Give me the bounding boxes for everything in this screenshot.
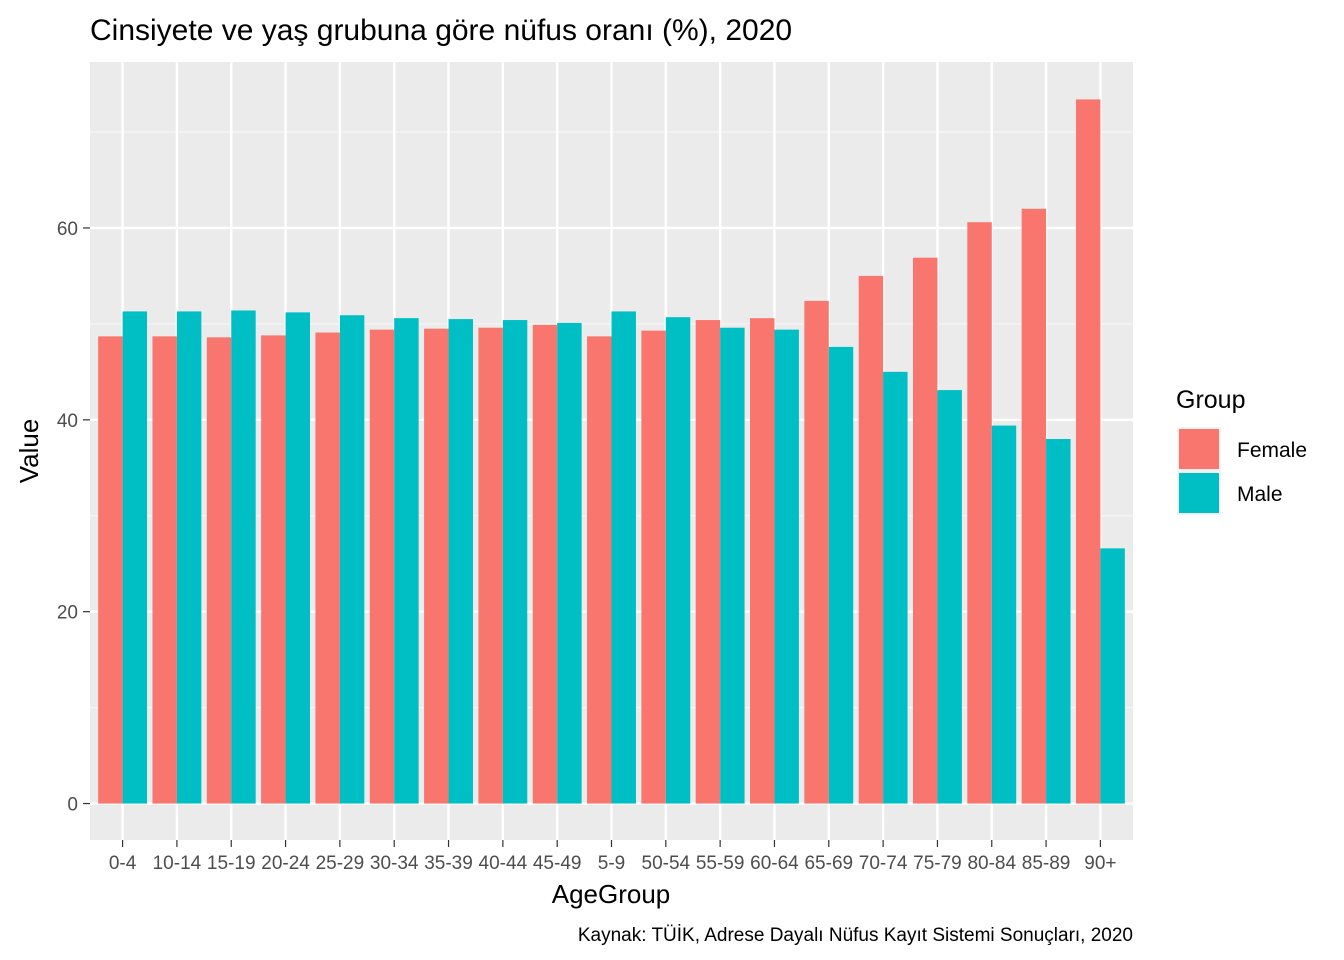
bar-female-90+ (1075, 99, 1101, 804)
y-axis-ticks: 0 20 40 60 (57, 219, 90, 816)
bar-male-45-49 (557, 322, 582, 804)
y-tick-label: 20 (57, 603, 78, 624)
bar-female-70-74 (858, 275, 884, 804)
x-tick-label: 40-44 (479, 853, 528, 874)
legend-label-female: Female (1237, 439, 1307, 462)
bar-female-80-84 (967, 222, 992, 804)
bar-female-5-9 (587, 336, 612, 804)
source-caption: Kaynak: TÜİK, Adrese Dayalı Nüfus Kayıt … (578, 925, 1133, 946)
x-tick-label: 65-69 (804, 853, 853, 874)
x-tick-label: 55-59 (696, 853, 745, 874)
bar-female-15-19 (206, 337, 232, 804)
bar-male-70-74 (883, 371, 908, 804)
bar-female-40-44 (478, 327, 503, 804)
legend: Group Female Male (1176, 386, 1307, 515)
bar-female-50-54 (641, 330, 666, 804)
bar-male-20-24 (285, 312, 311, 804)
bar-female-10-14 (152, 336, 177, 804)
bar-male-5-9 (611, 311, 636, 804)
bar-male-25-29 (339, 315, 365, 804)
bar-male-80-84 (991, 425, 1017, 804)
legend-swatch-female (1179, 429, 1219, 469)
bar-male-90+ (1100, 548, 1125, 804)
x-tick-label: 20-24 (261, 853, 310, 874)
bar-male-55-59 (720, 327, 745, 804)
bar-male-65-69 (828, 346, 854, 804)
x-tick-label: 80-84 (967, 853, 1016, 874)
x-tick-label: 30-34 (370, 853, 419, 874)
legend-title: Group (1176, 386, 1245, 414)
legend-label-male: Male (1237, 483, 1283, 506)
x-tick-label: 75-79 (913, 853, 962, 874)
bar-female-45-49 (532, 324, 558, 804)
y-tick-label: 40 (57, 411, 78, 432)
bar-female-25-29 (315, 332, 340, 804)
bar-male-40-44 (502, 320, 528, 804)
y-axis-title: Value (14, 419, 44, 484)
x-tick-label: 85-89 (1022, 853, 1071, 874)
bar-female-55-59 (695, 320, 721, 804)
bar-male-85-89 (1046, 439, 1071, 804)
bar-female-30-34 (369, 329, 395, 804)
bar-female-0-4 (98, 336, 123, 804)
x-tick-label: 50-54 (642, 853, 691, 874)
y-tick-label: 0 (67, 795, 78, 816)
bars-group (98, 99, 1125, 804)
x-tick-label: 60-64 (750, 853, 799, 874)
legend-items: Female Male (1177, 427, 1307, 515)
x-tick-label: 70-74 (859, 853, 908, 874)
x-tick-label: 45-49 (533, 853, 582, 874)
bar-female-75-79 (912, 257, 938, 804)
x-tick-label: 0-4 (109, 853, 137, 874)
x-tick-label: 5-9 (598, 853, 625, 874)
bar-male-50-54 (665, 317, 691, 804)
bar-male-35-39 (448, 319, 473, 804)
bar-female-85-89 (1021, 208, 1047, 804)
bar-female-20-24 (261, 335, 286, 804)
chart-title: Cinsiyete ve yaş grubuna göre nüfus oran… (90, 14, 792, 47)
bar-male-0-4 (122, 311, 148, 804)
x-tick-label: 25-29 (316, 853, 365, 874)
x-tick-label: 10-14 (153, 853, 202, 874)
legend-swatch-male (1179, 473, 1219, 513)
x-tick-label: 90+ (1084, 853, 1116, 874)
x-axis-ticks: 0-4 10-14 15-19 20-24 25-29 30-34 35-39 40-44 45… (109, 840, 1117, 874)
x-axis-title: AgeGroup (552, 879, 671, 909)
y-tick-label: 60 (57, 219, 78, 240)
x-tick-label: 35-39 (424, 853, 473, 874)
bar-female-35-39 (424, 328, 449, 804)
bar-female-60-64 (750, 318, 775, 804)
bar-male-10-14 (176, 311, 202, 804)
bar-male-30-34 (394, 318, 419, 804)
bar-male-15-19 (231, 310, 256, 804)
bar-male-75-79 (937, 390, 962, 804)
x-tick-label: 15-19 (207, 853, 256, 874)
bar-female-65-69 (804, 300, 829, 804)
bar-male-60-64 (774, 329, 799, 804)
